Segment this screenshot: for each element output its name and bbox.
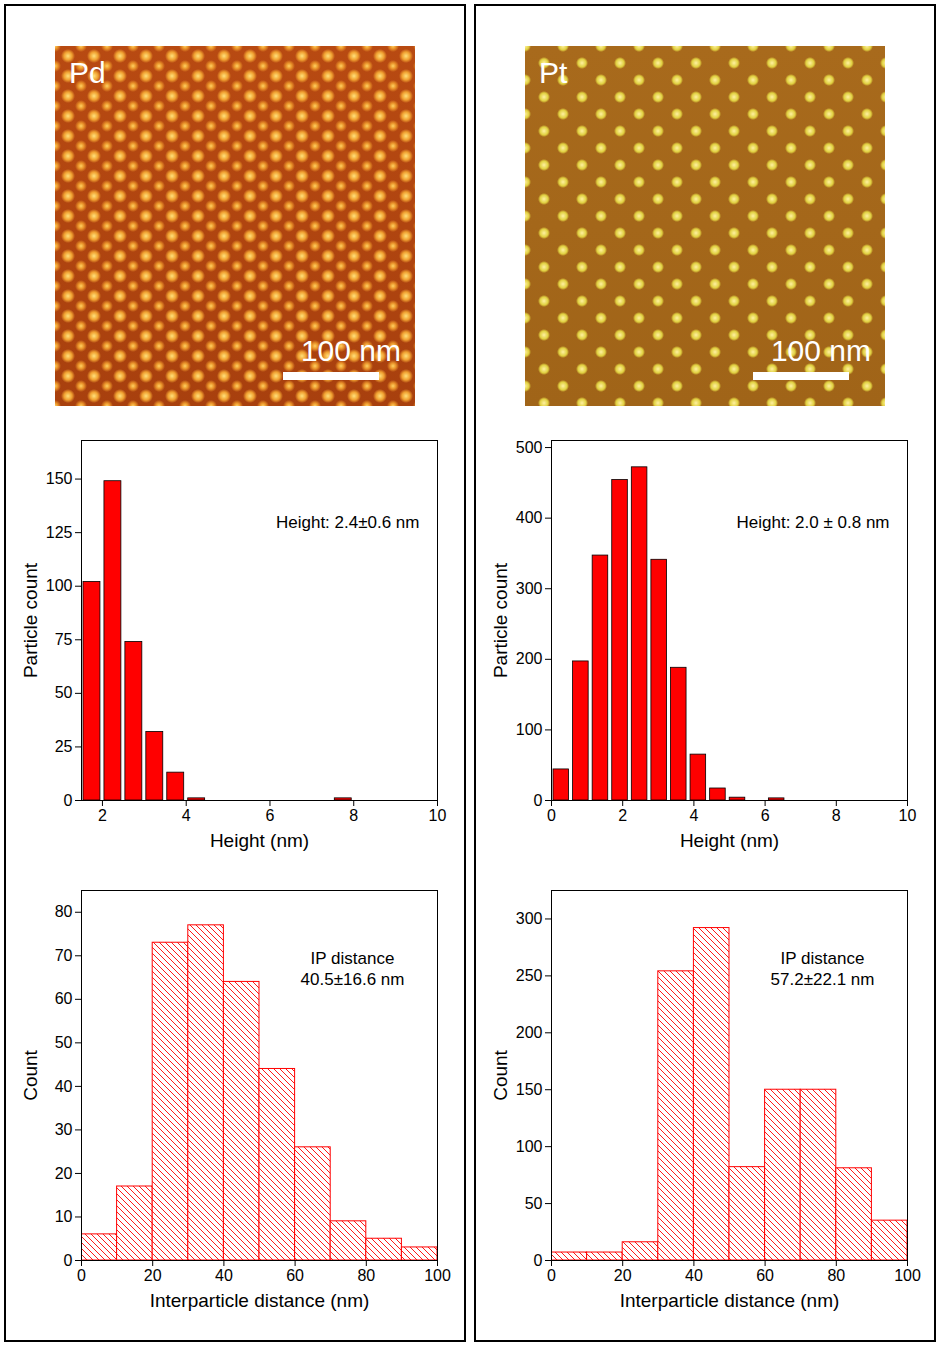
svg-text:10: 10 bbox=[899, 807, 917, 824]
svg-text:Height: 2.4±0.6 nm: Height: 2.4±0.6 nm bbox=[276, 513, 420, 532]
svg-text:25: 25 bbox=[55, 738, 73, 755]
svg-text:0: 0 bbox=[64, 792, 73, 809]
svg-text:300: 300 bbox=[516, 580, 543, 597]
svg-text:150: 150 bbox=[46, 470, 73, 487]
svg-text:60: 60 bbox=[286, 1267, 304, 1284]
svg-text:200: 200 bbox=[516, 1024, 543, 1041]
svg-text:250: 250 bbox=[516, 967, 543, 984]
html-text:100 nm: 100 nm bbox=[300, 334, 401, 367]
svg-text:6: 6 bbox=[266, 807, 275, 824]
svg-text:8: 8 bbox=[832, 807, 841, 824]
svg-text:40: 40 bbox=[215, 1267, 233, 1284]
svg-text:0: 0 bbox=[534, 792, 543, 809]
svg-text:4: 4 bbox=[689, 807, 698, 824]
svg-text:0: 0 bbox=[64, 1252, 73, 1269]
svg-text:500: 500 bbox=[516, 439, 543, 456]
svg-text:8: 8 bbox=[349, 807, 358, 824]
svg-text:100: 100 bbox=[894, 1267, 921, 1284]
svg-text:60: 60 bbox=[55, 990, 73, 1007]
svg-text:30: 30 bbox=[55, 1121, 73, 1138]
svg-text:20: 20 bbox=[55, 1165, 73, 1182]
svg-text:IP distance57.2±22.1 nm: IP distance57.2±22.1 nm bbox=[771, 949, 875, 989]
svg-text:60: 60 bbox=[756, 1267, 774, 1284]
svg-text:50: 50 bbox=[55, 1034, 73, 1051]
svg-text:Particle count: Particle count bbox=[490, 562, 511, 678]
svg-text:100: 100 bbox=[516, 721, 543, 738]
svg-text:2: 2 bbox=[98, 807, 107, 824]
svg-text:Particle count: Particle count bbox=[20, 562, 41, 678]
svg-text:80: 80 bbox=[55, 903, 73, 920]
svg-text:75: 75 bbox=[55, 631, 73, 648]
svg-text:200: 200 bbox=[516, 650, 543, 667]
svg-text:Height (nm): Height (nm) bbox=[210, 830, 309, 851]
svg-text:0: 0 bbox=[547, 1267, 556, 1284]
svg-text:4: 4 bbox=[182, 807, 191, 824]
svg-text:2: 2 bbox=[618, 807, 627, 824]
html-text:100 nm: 100 nm bbox=[770, 334, 871, 367]
svg-text:300: 300 bbox=[516, 910, 543, 927]
svg-text:Height: 2.0 ± 0.8 nm: Height: 2.0 ± 0.8 nm bbox=[737, 513, 890, 532]
svg-text:50: 50 bbox=[55, 684, 73, 701]
svg-text:80: 80 bbox=[357, 1267, 375, 1284]
svg-text:150: 150 bbox=[516, 1081, 543, 1098]
svg-text:Count: Count bbox=[20, 1049, 41, 1100]
svg-text:80: 80 bbox=[827, 1267, 845, 1284]
svg-text:40: 40 bbox=[685, 1267, 703, 1284]
svg-text:50: 50 bbox=[525, 1195, 543, 1212]
svg-text:40: 40 bbox=[55, 1078, 73, 1095]
svg-text:70: 70 bbox=[55, 947, 73, 964]
svg-text:10: 10 bbox=[429, 807, 447, 824]
svg-text:20: 20 bbox=[144, 1267, 162, 1284]
svg-text:20: 20 bbox=[614, 1267, 632, 1284]
svg-text:100: 100 bbox=[424, 1267, 451, 1284]
svg-text:400: 400 bbox=[516, 509, 543, 526]
svg-text:0: 0 bbox=[547, 807, 556, 824]
svg-text:0: 0 bbox=[534, 1252, 543, 1269]
svg-text:0: 0 bbox=[77, 1267, 86, 1284]
svg-text:100: 100 bbox=[46, 577, 73, 594]
svg-text:100: 100 bbox=[516, 1138, 543, 1155]
svg-text:IP distance40.5±16.6 nm: IP distance40.5±16.6 nm bbox=[301, 949, 405, 989]
svg-text:Interparticle distance (nm): Interparticle distance (nm) bbox=[150, 1290, 370, 1311]
svg-text:Count: Count bbox=[490, 1049, 511, 1100]
svg-text:6: 6 bbox=[761, 807, 770, 824]
svg-text:Height (nm): Height (nm) bbox=[680, 830, 779, 851]
svg-text:10: 10 bbox=[55, 1208, 73, 1225]
html-text:Pt: Pt bbox=[539, 56, 568, 89]
svg-text:125: 125 bbox=[46, 524, 73, 541]
svg-text:Interparticle distance (nm): Interparticle distance (nm) bbox=[620, 1290, 840, 1311]
html-text:Pd: Pd bbox=[69, 56, 106, 89]
